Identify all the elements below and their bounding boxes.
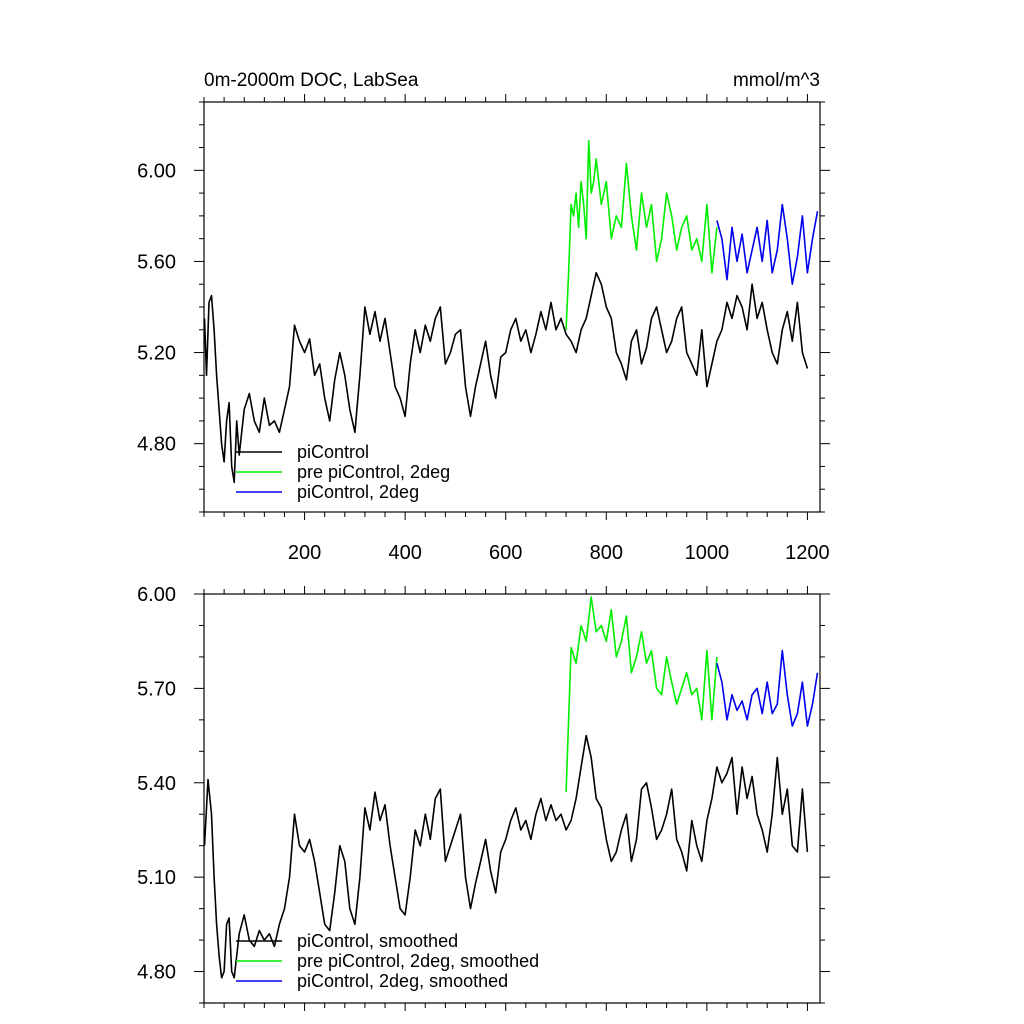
series-line <box>716 649 819 727</box>
series-line <box>565 596 718 793</box>
series-line <box>716 203 819 286</box>
y-tick-label: 5.10 <box>137 867 176 889</box>
x-tick-label: 600 <box>489 542 522 564</box>
x-tick-label: 400 <box>388 542 421 564</box>
series-line <box>203 734 809 979</box>
units-label: mmol/m^3 <box>733 70 820 91</box>
legend-label: piControl, smoothed <box>297 931 458 951</box>
y-tick-label: 5.70 <box>137 678 176 700</box>
y-tick-label: 5.20 <box>137 343 176 365</box>
series-line <box>203 271 809 484</box>
y-tick-label: 5.40 <box>137 773 176 795</box>
x-tick-label: 1000 <box>685 542 730 564</box>
y-tick-label: 6.00 <box>137 584 176 606</box>
legend-label: pre piControl, 2deg, smoothed <box>297 951 539 971</box>
legend-label: piControl <box>297 442 369 462</box>
series-line <box>565 139 718 330</box>
x-tick-label: 200 <box>288 542 321 564</box>
legend-label: pre piControl, 2deg <box>297 462 450 482</box>
legend-label: piControl, 2deg <box>297 482 419 502</box>
chart-title: 0m-2000m DOC, LabSea <box>204 70 419 91</box>
y-tick-label: 5.60 <box>137 251 176 273</box>
chart-panel-raw: 0m-2000m DOC, LabSea mmol/m^3 200 400 600 8… <box>137 70 830 564</box>
legend-label: piControl, 2deg, smoothed <box>297 971 508 991</box>
x-tick-label: 1200 <box>785 542 830 564</box>
plot-frame <box>203 593 821 1004</box>
y-tick-label: 4.80 <box>137 962 176 984</box>
y-tick-label: 6.00 <box>137 160 176 182</box>
y-tick-label: 4.80 <box>137 434 176 456</box>
x-tick-label: 800 <box>590 542 623 564</box>
